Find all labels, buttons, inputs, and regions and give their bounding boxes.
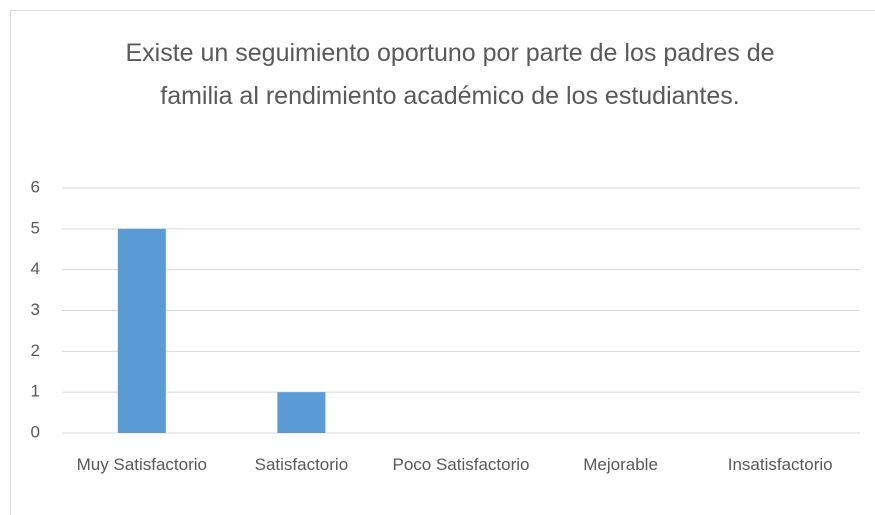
bar: [117, 228, 166, 433]
x-tick-label: Satisfactorio: [254, 455, 349, 474]
x-tick-label: Muy Satisfactorio: [76, 455, 207, 474]
y-tick-label: 4: [31, 259, 40, 278]
y-tick-label: 1: [31, 382, 40, 401]
y-tick-label: 0: [31, 422, 40, 441]
chart-title: Existe un seguimiento oportuno por parte…: [125, 39, 775, 110]
y-tick-label: 6: [31, 177, 40, 196]
chart-border: [10, 10, 875, 515]
x-tick-label: Insatisfactorio: [727, 455, 833, 474]
y-tick-label: 2: [31, 341, 40, 360]
x-tick-label: Mejorable: [583, 455, 658, 474]
y-tick-label: 5: [31, 218, 40, 237]
bar: [277, 392, 326, 433]
x-tick-label: Poco Satisfactorio: [392, 455, 530, 474]
y-tick-label: 3: [31, 300, 40, 319]
